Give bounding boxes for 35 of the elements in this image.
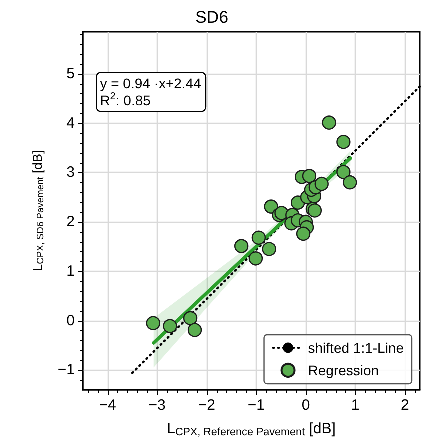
y-axis-title: LCPX, SD6 Pavement [dB] [30, 150, 46, 272]
y-tick-label: 1 [66, 262, 75, 280]
x-tick-label: 0 [302, 397, 310, 414]
point [252, 230, 266, 246]
point [322, 116, 336, 130]
legend-label: shifted 1:1-Line [308, 340, 404, 356]
point [336, 165, 351, 180]
y-tick-label: 5 [66, 65, 75, 82]
x-tick-label: −3 [148, 397, 166, 414]
point [264, 200, 278, 214]
point [146, 316, 160, 330]
x-tick-label: −2 [198, 397, 216, 414]
point [234, 239, 249, 254]
x-tick-label: −4 [99, 397, 116, 414]
point [336, 135, 351, 150]
point [188, 323, 202, 338]
point [296, 226, 311, 242]
point [248, 252, 264, 266]
legend-label: Regression [308, 362, 380, 378]
y-tick-label: 0 [66, 312, 75, 330]
point [262, 242, 276, 256]
point [302, 169, 317, 184]
x-tick-label: 2 [400, 397, 410, 414]
point [163, 319, 178, 334]
point [183, 311, 198, 326]
x-tick-label: −1 [248, 397, 266, 414]
y-tick-label: 4 [66, 114, 75, 132]
y-tick-label: 2 [66, 214, 75, 231]
chart-title: SD6 [195, 8, 229, 27]
point [314, 176, 329, 192]
annotation: y = 0.94 ·x+2.44 [100, 76, 202, 92]
y-tick-label: −1 [58, 362, 75, 379]
y-tick-label: 3 [66, 164, 75, 182]
x-tick-label: 1 [351, 397, 360, 414]
point [343, 176, 358, 190]
